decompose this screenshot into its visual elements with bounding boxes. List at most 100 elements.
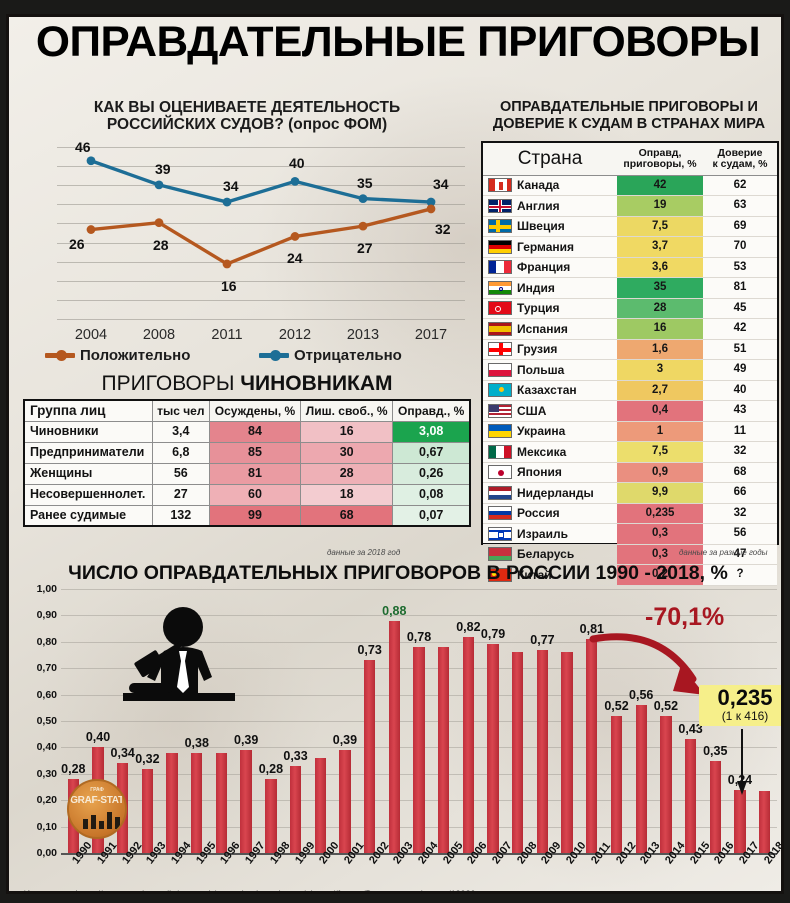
final-value-callout: 0,235 (1 к 416) xyxy=(699,685,781,727)
callout-value: 0,235 xyxy=(717,685,773,710)
y-axis-tick-label: 0,50 xyxy=(36,715,57,727)
table-row: Англия 19 63 xyxy=(483,195,777,216)
bar-value-label: 0,79 xyxy=(480,627,506,642)
country-trust-value: 43 xyxy=(703,400,777,421)
country-trust-value: 68 xyxy=(703,462,777,483)
country-name: Казахстан xyxy=(517,383,577,398)
country-trust-value: 51 xyxy=(703,339,777,360)
country-acquittals-value: 0,235 xyxy=(617,503,703,524)
country-trust-value: 49 xyxy=(703,359,777,380)
bar-value-label: 0,28 xyxy=(61,762,86,777)
callout-pointer-icon xyxy=(737,729,747,795)
trust-header-line1: Доверие xyxy=(717,146,763,159)
country-acquittals-value: 7,5 xyxy=(617,216,703,237)
countries-header-row: Страна Оправд, приговоры, % Доверие к су… xyxy=(483,143,777,176)
officials-column-header: Группа лиц xyxy=(23,399,153,422)
country-acquittals-value: 28 xyxy=(617,298,703,319)
trust-header-line2: к судам, % xyxy=(712,157,768,170)
officials-cell: Чиновники xyxy=(23,420,153,443)
country-acquittals-value: 19 xyxy=(617,195,703,216)
country-flag-icon xyxy=(483,503,517,524)
country-flag-icon xyxy=(483,319,517,340)
line-point-label: 32 xyxy=(435,220,451,237)
bar xyxy=(734,789,746,853)
bar-value-label: 0,78 xyxy=(406,630,432,645)
table-row: Предприниматели 6,8 85 30 0,67 xyxy=(23,441,471,464)
country-name: Англия xyxy=(517,198,560,213)
bar xyxy=(684,739,697,853)
country-flag-icon xyxy=(483,401,517,422)
y-axis-tick-label: 0,60 xyxy=(36,688,57,701)
country-flag-icon xyxy=(483,257,517,278)
officials-table-title: ПРИГОВОРЫ ЧИНОВНИКАМ xyxy=(21,372,473,396)
country-trust-value: 81 xyxy=(703,277,777,298)
bar-chart-x-axis-line xyxy=(61,853,777,855)
country-acquittals-value: 7,5 xyxy=(617,441,703,462)
bar-value-label: 0,28 xyxy=(258,762,284,777)
officials-cell: 85 xyxy=(208,441,302,464)
bar xyxy=(536,649,549,853)
table-row: Германия 3,7 70 xyxy=(483,236,777,257)
acquittals-header-line2: приговоры, % xyxy=(623,157,697,170)
bar-value-label: 0,82 xyxy=(456,619,481,634)
table-row: Чиновники 3,4 84 16 3,08 xyxy=(23,420,471,443)
country-trust-value: 47 xyxy=(703,544,777,565)
table-row: Швеция 7,5 69 xyxy=(483,216,777,237)
country-trust-value: 63 xyxy=(703,195,777,216)
country-acquittals-value: 2,7 xyxy=(617,380,703,401)
bar xyxy=(413,647,425,853)
country-trust-value: 11 xyxy=(703,421,777,442)
y-axis-tick-label: 0,20 xyxy=(36,794,57,807)
officials-cell: 60 xyxy=(208,483,302,506)
line-point-label: 34 xyxy=(433,176,449,193)
table-row: Грузия 1,6 51 xyxy=(483,339,777,360)
bar-value-label: 0,32 xyxy=(135,751,160,766)
legend-item-negative: Отрицательно xyxy=(259,347,402,364)
bar xyxy=(610,715,623,853)
bar-chart-plot-area xyxy=(61,589,777,853)
table-row: Ранее судимые 132 99 68 0,07 xyxy=(23,504,471,527)
country-name: Швеция xyxy=(517,219,565,234)
line-point-label: 28 xyxy=(153,236,169,253)
country-name: Канада xyxy=(517,178,560,193)
line-point-label: 24 xyxy=(287,250,303,267)
officials-column-header: Оправд., % xyxy=(392,399,471,422)
country-flag-icon xyxy=(483,380,517,401)
country-flag-icon xyxy=(483,442,517,463)
legend-label-positive: Положительно xyxy=(80,347,191,364)
bar-value-label: 0,34 xyxy=(110,746,135,761)
y-axis-tick-label: 0,40 xyxy=(36,741,57,754)
officials-cell: 16 xyxy=(299,420,394,443)
country-acquittals-value: 0,2 xyxy=(617,564,703,585)
bar-value-label: 0,88 xyxy=(382,603,407,618)
officials-cell: 3,08 xyxy=(392,420,471,443)
officials-title-bold: ЧИНОВНИКАМ xyxy=(240,372,393,395)
gridline xyxy=(61,641,777,643)
country-name: Китай xyxy=(517,567,552,582)
countries-table: Страна Оправд, приговоры, % Доверие к су… xyxy=(483,143,777,586)
country-flag-icon xyxy=(483,544,517,565)
bar xyxy=(363,660,376,853)
logo-top-text: ГРАФ xyxy=(90,787,104,793)
country-acquittals-value: 0,3 xyxy=(617,523,703,544)
country-name: Польша xyxy=(517,362,565,377)
bar xyxy=(709,760,721,853)
acquittals-bar-chart: 0,00 0,10 0,20 0,30 0,40 0,50 0,60 0,70 0,80 0,90… xyxy=(17,583,781,883)
bar xyxy=(388,620,400,853)
bar-value-label: 0,52 xyxy=(604,698,629,713)
y-axis-tick-label: 0,00 xyxy=(36,847,57,859)
legend-label-negative: Отрицательно xyxy=(294,347,402,364)
officials-cell: 27 xyxy=(151,483,210,506)
table-row: Россия 0,235 32 xyxy=(483,503,777,524)
country-trust-value: 70 xyxy=(703,236,777,257)
country-name: Беларусь xyxy=(517,547,575,562)
country-flag-icon xyxy=(483,298,517,319)
page-title: ОПРАВДАТЕЛЬНЫЕ ПРИГОВОРЫ xyxy=(35,18,761,66)
line-point-label: 26 xyxy=(69,235,85,252)
table-row: Франция 3,6 53 xyxy=(483,257,777,278)
officials-table-note: данные за 2018 год xyxy=(327,548,401,557)
legend-marker-negative xyxy=(259,350,289,361)
country-flag-icon xyxy=(483,462,517,483)
countries-title-line2: ДОВЕРИЕ К СУДАМ В СТРАНАХ МИРА xyxy=(492,115,766,132)
country-trust-value: 40 xyxy=(703,380,777,401)
